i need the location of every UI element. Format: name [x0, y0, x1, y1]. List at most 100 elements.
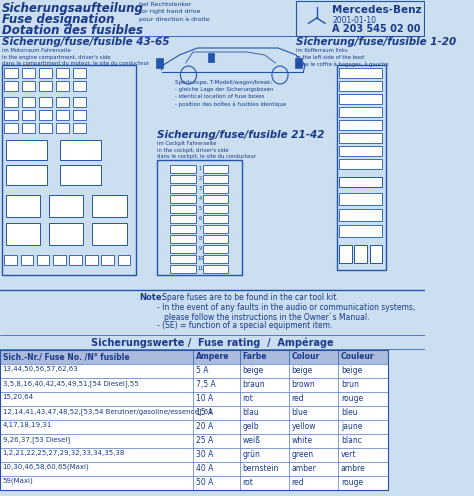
Text: grün: grün	[242, 450, 260, 459]
Bar	[171, 245, 196, 253]
Bar	[0, 448, 388, 462]
Text: 12,14,41,43,47,48,52,[53,54 Benziner/gasoline/essence],61: 12,14,41,43,47,48,52,[53,54 Benziner/gas…	[3, 408, 212, 415]
Text: vert: vert	[341, 450, 356, 459]
Bar	[208, 53, 214, 62]
Bar	[203, 235, 228, 243]
Text: 7: 7	[199, 227, 201, 232]
Text: 10,30,46,58,60,65(Maxi): 10,30,46,58,60,65(Maxi)	[3, 464, 90, 471]
Bar	[4, 255, 17, 265]
Text: Mercedes-Benz: Mercedes-Benz	[332, 5, 422, 15]
Bar	[49, 223, 83, 245]
Bar	[21, 97, 35, 107]
Text: brown: brown	[292, 380, 315, 389]
Text: rouge: rouge	[341, 478, 363, 487]
Bar	[38, 68, 52, 78]
Text: 59(Maxi): 59(Maxi)	[3, 478, 34, 485]
Bar	[0, 364, 388, 378]
Text: im Motorraum Fahrerseite
in the engine compartment, driver's side
dans le compar: im Motorraum Fahrerseite in the engine c…	[2, 48, 149, 66]
Text: 10: 10	[197, 256, 203, 261]
Text: 25 A: 25 A	[196, 436, 213, 445]
Text: 50 A: 50 A	[196, 478, 213, 487]
Bar	[171, 195, 196, 203]
Bar	[0, 406, 388, 420]
Bar	[38, 110, 52, 120]
Bar	[339, 225, 382, 237]
Bar	[6, 140, 46, 160]
Text: amber: amber	[292, 464, 317, 473]
Text: brun: brun	[341, 380, 359, 389]
Bar	[37, 255, 49, 265]
Bar	[171, 235, 196, 243]
Text: 1: 1	[199, 167, 201, 172]
Bar	[55, 81, 69, 91]
Text: 15,20,64: 15,20,64	[3, 394, 34, 400]
Text: - (SE) = function of a special equipment item.: - (SE) = function of a special equipment…	[157, 321, 332, 330]
Bar	[21, 255, 33, 265]
Bar	[339, 193, 382, 205]
Text: im Cockpit Fahrerseite
in the cockpit, driver's side
dans le cockpit, le site du: im Cockpit Fahrerseite in the cockpit, d…	[157, 141, 256, 159]
Bar	[73, 110, 86, 120]
Text: 4: 4	[199, 196, 201, 201]
Text: 13,44,50,56,57,62,63: 13,44,50,56,57,62,63	[3, 366, 78, 372]
Bar	[21, 110, 35, 120]
Text: 1,2,21,22,25,27,29,32,33,34,35,38: 1,2,21,22,25,27,29,32,33,34,35,38	[3, 450, 125, 456]
Text: 5: 5	[199, 206, 201, 211]
Bar	[203, 165, 228, 173]
Bar	[21, 68, 35, 78]
Bar	[101, 255, 114, 265]
Bar	[203, 225, 228, 233]
Bar	[73, 97, 86, 107]
Text: 7,5 A: 7,5 A	[196, 380, 215, 389]
Text: white: white	[292, 436, 313, 445]
Bar	[21, 123, 35, 133]
Bar	[339, 107, 382, 117]
Bar	[4, 97, 18, 107]
Bar	[85, 255, 98, 265]
Text: 8: 8	[199, 237, 201, 242]
Bar	[339, 133, 382, 143]
Text: 11: 11	[197, 266, 203, 271]
Text: green: green	[292, 450, 314, 459]
Text: red: red	[292, 478, 304, 487]
Text: A 203 545 02 00: A 203 545 02 00	[332, 24, 420, 34]
Bar	[339, 159, 382, 169]
Bar	[21, 81, 35, 91]
Bar	[49, 195, 83, 217]
Bar	[0, 350, 388, 364]
Text: beige: beige	[341, 366, 362, 375]
Text: Sicherungswerte /  Fuse rating  /  Ampérage: Sicherungswerte / Fuse rating / Ampérage	[91, 337, 334, 348]
Text: Dotation des fusibles: Dotation des fusibles	[2, 24, 143, 37]
Bar	[203, 245, 228, 253]
Bar	[6, 195, 40, 217]
Bar	[370, 245, 382, 263]
Text: Sicherung/fuse/fusible 21-42: Sicherung/fuse/fusible 21-42	[157, 130, 325, 140]
Bar	[73, 123, 86, 133]
Bar	[60, 165, 100, 185]
Bar	[73, 68, 86, 78]
Text: 30 A: 30 A	[196, 450, 213, 459]
Text: 6: 6	[199, 216, 201, 222]
Text: rot: rot	[242, 394, 253, 403]
Text: Sicherungsaufteilung: Sicherungsaufteilung	[2, 2, 144, 15]
Bar	[55, 97, 69, 107]
Text: please follow the instructions in the Owner`s Manual.: please follow the instructions in the Ow…	[164, 312, 370, 321]
Text: ambre: ambre	[341, 464, 366, 473]
Bar	[6, 165, 46, 185]
Bar	[6, 223, 40, 245]
Text: 3: 3	[199, 186, 201, 191]
Text: 2001-01-10: 2001-01-10	[332, 16, 376, 25]
Text: Sicherung/fuse/fusible 43-65: Sicherung/fuse/fusible 43-65	[2, 37, 169, 47]
Text: bei Rechtslenker
for right hand drive
pour direction à droite: bei Rechtslenker for right hand drive po…	[139, 2, 210, 22]
Bar	[38, 81, 52, 91]
Bar	[339, 146, 382, 156]
Bar	[339, 209, 382, 221]
Bar	[171, 175, 196, 183]
Text: weiß: weiß	[242, 436, 260, 445]
Text: beige: beige	[292, 366, 313, 375]
Bar	[171, 265, 196, 273]
Text: yellow: yellow	[292, 422, 316, 431]
Bar	[2, 65, 137, 275]
Bar	[4, 68, 18, 78]
Text: - In the event of any faults in the audio or communication systems,: - In the event of any faults in the audi…	[157, 303, 415, 312]
Text: - Spare fuses are to be found in the car tool kit.: - Spare fuses are to be found in the car…	[157, 293, 339, 302]
